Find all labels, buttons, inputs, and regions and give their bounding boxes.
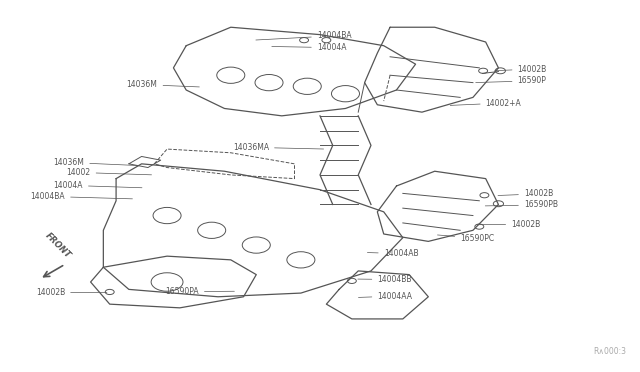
Text: FRONT: FRONT (43, 231, 72, 260)
Text: 14004BA: 14004BA (31, 192, 132, 201)
Text: 16590PC: 16590PC (438, 234, 494, 243)
Text: 14004A: 14004A (54, 181, 142, 190)
Text: 14036M: 14036M (53, 158, 139, 167)
Text: 14002B: 14002B (36, 288, 107, 297)
Text: 14004BA: 14004BA (256, 31, 351, 40)
Text: 14002+A: 14002+A (450, 99, 522, 108)
Text: R∧000:3: R∧000:3 (593, 347, 626, 356)
Text: 14002B: 14002B (477, 219, 540, 229)
Text: 16590PB: 16590PB (485, 201, 558, 209)
Text: 14002B: 14002B (498, 189, 553, 198)
Text: 14002: 14002 (67, 168, 152, 177)
Text: 14002B: 14002B (495, 64, 547, 74)
Text: 16590PA: 16590PA (165, 287, 234, 296)
Text: 14036M: 14036M (127, 80, 199, 89)
Text: 16590P: 16590P (476, 76, 547, 85)
Text: 14004AB: 14004AB (367, 249, 419, 258)
Text: 14004A: 14004A (272, 43, 346, 52)
Text: 14036MA: 14036MA (233, 143, 324, 152)
Text: 14004BB: 14004BB (358, 275, 412, 284)
Text: 14004AA: 14004AA (358, 292, 412, 301)
